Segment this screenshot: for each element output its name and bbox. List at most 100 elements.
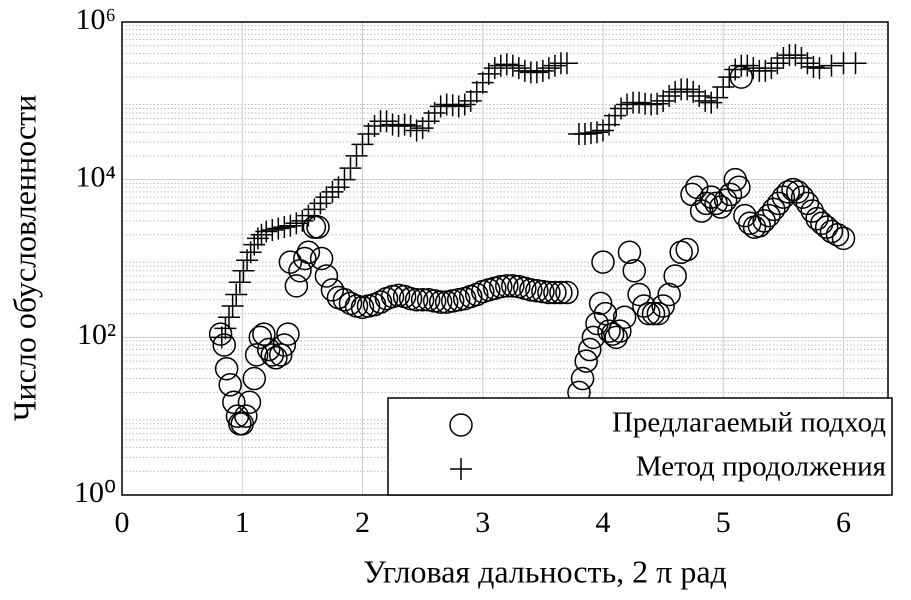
y-axis-label: Число обусловленности xyxy=(6,95,42,422)
circle-marker xyxy=(268,343,293,367)
plus-marker xyxy=(285,212,308,235)
plus-marker xyxy=(501,54,524,77)
x-tick-label: 6 xyxy=(836,506,851,539)
plus-marker xyxy=(471,71,494,94)
circle-marker xyxy=(244,343,269,367)
plus-marker xyxy=(555,52,578,75)
circle-marker xyxy=(757,203,781,228)
marks xyxy=(208,44,867,436)
plus-marker xyxy=(393,113,416,136)
plus-marker xyxy=(450,458,472,480)
circle-marker xyxy=(657,282,681,307)
circle-marker xyxy=(276,322,300,346)
plus-marker xyxy=(507,57,530,80)
circle-marker xyxy=(272,333,297,357)
circle-marker xyxy=(537,280,561,305)
plus-marker xyxy=(640,93,663,116)
plus-marker xyxy=(766,52,789,75)
circle-marker xyxy=(248,325,273,350)
plus-marker xyxy=(585,121,608,144)
circle-marker xyxy=(218,373,242,397)
plus-marker xyxy=(754,59,777,82)
circle-marker xyxy=(428,290,453,314)
circle-marker xyxy=(604,325,628,350)
x-tick-label: 2 xyxy=(355,506,370,539)
circle-marker xyxy=(212,333,236,357)
plus-marker xyxy=(351,133,374,156)
plus-marker xyxy=(694,89,717,112)
circle-marker xyxy=(293,246,317,271)
plus-marker xyxy=(700,91,723,114)
circle-marker xyxy=(776,180,800,204)
circle-marker xyxy=(278,250,303,274)
plus-marker xyxy=(447,95,470,118)
plus-marker xyxy=(399,114,422,137)
plus-marker xyxy=(616,93,639,116)
plus-marker xyxy=(676,78,699,101)
plus-marker xyxy=(844,52,867,75)
circle-marker xyxy=(320,278,345,302)
plus-marker xyxy=(483,57,506,80)
circle-marker xyxy=(718,182,743,207)
plus-marker xyxy=(682,80,705,103)
plus-marker xyxy=(573,122,596,145)
plus-marker xyxy=(405,119,428,142)
x-tick-label: 4 xyxy=(596,506,611,539)
circle-marker xyxy=(410,287,435,312)
plus-marker xyxy=(417,110,440,133)
plus-marker xyxy=(706,86,729,109)
plus-marker xyxy=(453,93,476,116)
plus-marker xyxy=(214,317,237,340)
circle-marker xyxy=(495,274,519,298)
circle-marker xyxy=(314,264,339,288)
plus-marker xyxy=(477,62,500,85)
circle-marker xyxy=(464,282,489,307)
circle-marker xyxy=(549,280,573,305)
circle-marker xyxy=(663,264,687,288)
circle-marker xyxy=(449,413,473,437)
circle-marker xyxy=(689,199,714,223)
circle-marker xyxy=(704,191,728,216)
plus-marker xyxy=(273,216,296,239)
plus-marker xyxy=(441,94,464,117)
circle-marker xyxy=(242,366,267,391)
circle-marker xyxy=(252,322,276,346)
circle-marker xyxy=(627,282,651,307)
plus-marker xyxy=(628,91,651,114)
circle-marker xyxy=(591,250,615,274)
plus-marker xyxy=(598,113,621,136)
plus-marker xyxy=(250,223,273,246)
plus-marker xyxy=(790,46,813,69)
x-tick-label: 3 xyxy=(475,506,490,539)
legend: Предлагаемый подход Метод продолжения xyxy=(387,397,893,496)
plus-marker xyxy=(363,114,386,137)
plus-marker xyxy=(802,55,825,78)
legend-label: Метод продолжения xyxy=(636,451,886,483)
x-tick-label: 0 xyxy=(115,506,130,539)
plus-marker xyxy=(525,61,548,84)
plus-marker xyxy=(375,110,398,133)
plus-marker xyxy=(531,59,554,82)
circle-marker xyxy=(525,278,549,303)
circle-marker xyxy=(699,185,723,209)
circle-marker xyxy=(612,305,637,329)
y-tick-label: 10⁰ xyxy=(74,476,116,509)
x-axis-label: Угловая дальность, 2 π рад xyxy=(363,553,727,589)
plus-marker xyxy=(760,57,783,80)
circle-marker xyxy=(825,223,850,247)
circle-marker xyxy=(781,177,805,202)
y-tick-label: 10⁴ xyxy=(76,161,116,194)
circle-marker xyxy=(501,274,525,298)
plus-marker xyxy=(784,44,807,67)
circle-marker xyxy=(805,206,829,231)
circle-marker xyxy=(570,366,595,391)
legend-box xyxy=(387,397,893,496)
circle-marker xyxy=(581,325,606,350)
circle-marker xyxy=(597,319,621,343)
y-tick-label: 10⁶ xyxy=(76,3,116,36)
plus-marker xyxy=(688,85,711,108)
plus-marker xyxy=(808,57,831,80)
circle-marker xyxy=(641,301,666,326)
circle-marker xyxy=(214,356,239,381)
plus-marker xyxy=(652,89,675,112)
